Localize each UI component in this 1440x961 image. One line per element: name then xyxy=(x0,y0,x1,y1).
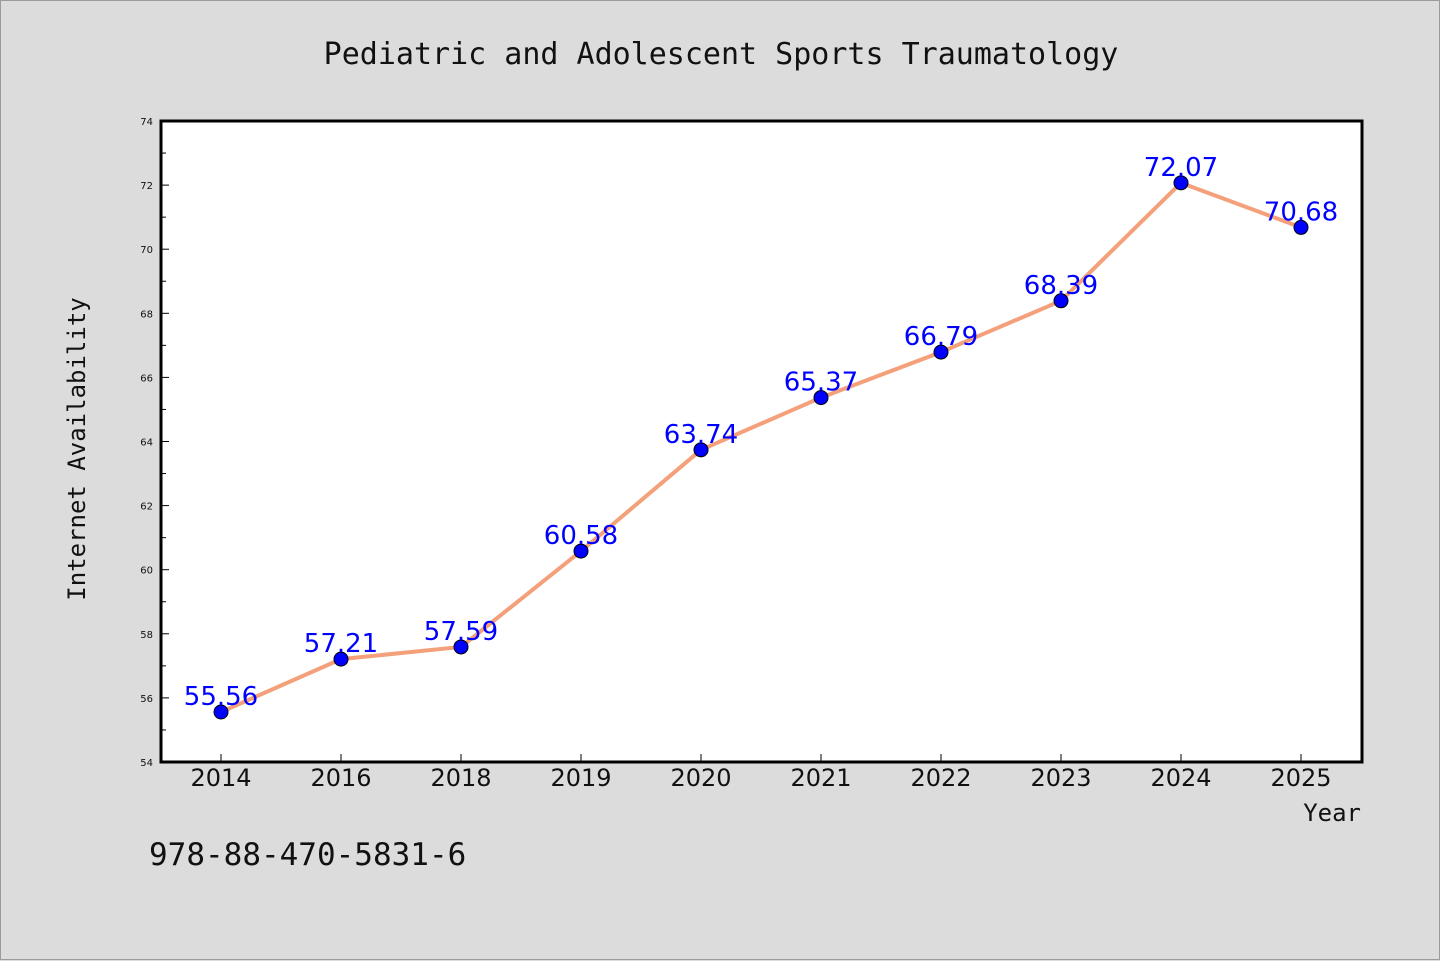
x-tick-label: 2019 xyxy=(550,764,611,792)
x-tick-label: 2016 xyxy=(310,764,371,792)
x-tick-label: 2025 xyxy=(1270,764,1331,792)
x-tick-label: 2020 xyxy=(670,764,731,792)
data-point xyxy=(453,639,469,655)
x-tick-label: 2022 xyxy=(910,764,971,792)
data-point xyxy=(333,651,349,667)
data-point xyxy=(1293,219,1309,235)
series-line xyxy=(219,180,1303,715)
data-point xyxy=(213,704,229,720)
y-tick-label: 68 xyxy=(140,309,153,320)
data-label: 57.21 xyxy=(304,629,378,659)
data-point xyxy=(1053,293,1069,309)
y-axis-label: Internet Availability xyxy=(63,297,91,600)
y-tick-label: 58 xyxy=(140,630,153,641)
data-point xyxy=(693,442,709,458)
data-label: 63.74 xyxy=(664,420,738,450)
data-label: 55.56 xyxy=(184,682,258,712)
x-tick-label: 2014 xyxy=(190,764,251,792)
data-point xyxy=(573,543,589,559)
y-tick-label: 62 xyxy=(140,502,153,513)
data-label: 68.39 xyxy=(1024,271,1098,301)
data-label: 66.79 xyxy=(904,322,978,352)
y-tick-label: 64 xyxy=(140,438,153,449)
y-tick-label: 60 xyxy=(140,566,153,577)
data-point xyxy=(1173,175,1189,191)
y-tick-label: 66 xyxy=(140,373,153,384)
plot-border xyxy=(159,119,1364,764)
data-point xyxy=(933,344,949,360)
x-axis-label: Year xyxy=(1303,799,1361,827)
chart-title: Pediatric and Adolescent Sports Traumato… xyxy=(324,37,1119,72)
data-label: 57.59 xyxy=(424,617,498,647)
x-tick-label: 2024 xyxy=(1150,764,1211,792)
x-tick-label: 2021 xyxy=(790,764,851,792)
data-label: 70.68 xyxy=(1264,197,1338,227)
y-tick-label: 74 xyxy=(140,117,153,128)
data-label: 72.07 xyxy=(1144,153,1218,183)
y-tick-label: 72 xyxy=(140,181,153,192)
y-tick-label: 56 xyxy=(140,694,153,705)
data-label: 60.58 xyxy=(544,521,618,551)
y-tick-label: 70 xyxy=(140,245,153,256)
data-label: 65.37 xyxy=(784,368,858,398)
data-point xyxy=(813,390,829,406)
x-tick-label: 2023 xyxy=(1030,764,1091,792)
x-tick-label: 2018 xyxy=(430,764,491,792)
footer-isbn: 978-88-470-5831-6 xyxy=(149,837,466,873)
y-tick-label: 54 xyxy=(140,758,153,769)
